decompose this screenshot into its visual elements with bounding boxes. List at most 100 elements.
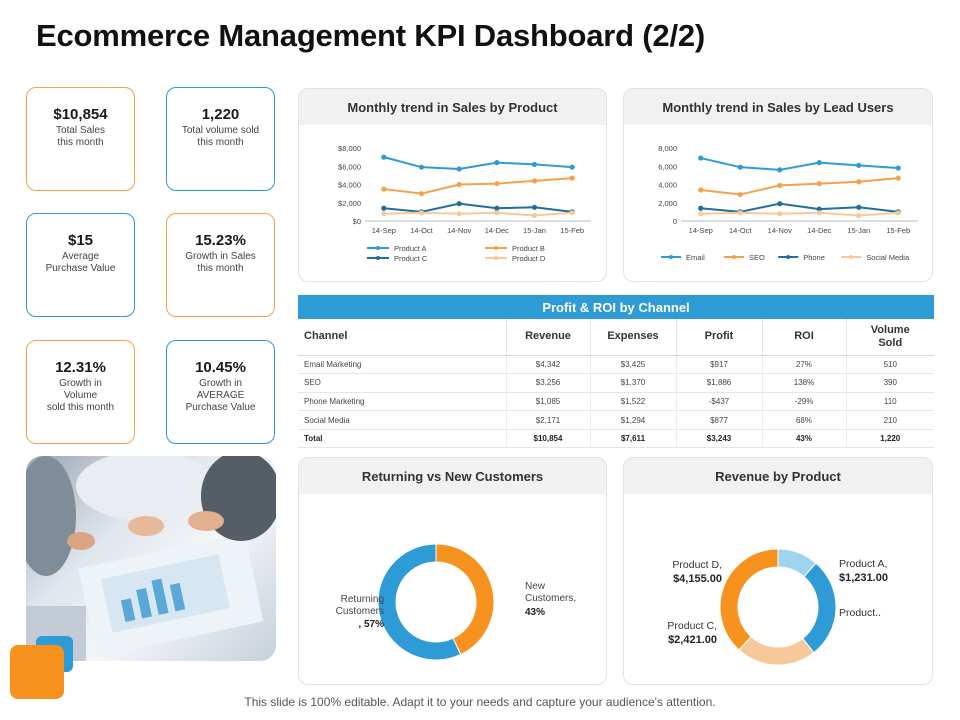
data-point	[569, 210, 575, 216]
table-cell: Email Marketing	[298, 355, 507, 375]
table-cell: $1,886	[676, 373, 763, 393]
table-cell: Phone Marketing	[298, 392, 507, 412]
column-header-text: Volume Sold	[870, 323, 910, 349]
kpi-value: 10.45%	[195, 359, 246, 376]
table-cell: $3,256	[506, 373, 591, 393]
x-tick-label: 14-Oct	[729, 226, 752, 235]
data-point	[494, 210, 500, 216]
x-tick-label: 15-Jan	[847, 226, 870, 235]
table-cell: 1,220	[846, 429, 934, 449]
data-point	[777, 211, 783, 217]
data-point	[698, 155, 704, 161]
legend-label: SEO	[749, 253, 765, 262]
chart-title: Returning vs New Customers	[299, 458, 606, 494]
table-cell: $1,522	[590, 392, 677, 412]
data-point	[381, 154, 387, 160]
y-tick-label: $6,000	[338, 162, 361, 171]
kpi-label: Total Sales this month	[56, 125, 105, 148]
legend-label: Phone	[803, 253, 825, 262]
series-line	[700, 211, 899, 217]
data-point	[456, 211, 462, 217]
page-title: Ecommerce Management KPI Dashboard (2/2)	[36, 18, 706, 53]
y-tick-label: $0	[353, 217, 361, 226]
kpi-average-purchase: $15 Average Purchase Value	[26, 213, 135, 317]
table-title: Profit & ROI by Channel	[298, 295, 934, 319]
data-point	[494, 205, 500, 211]
table-cell: 68%	[762, 410, 847, 430]
slice-label: Product D,	[672, 559, 722, 571]
legend-marker	[376, 256, 380, 260]
data-point	[569, 175, 575, 181]
data-point	[698, 187, 704, 193]
y-tick-label: 4,000	[658, 181, 677, 190]
slice-value: $2,421.00	[668, 634, 717, 646]
legend-marker	[732, 255, 736, 259]
data-point	[418, 210, 425, 216]
table-header-row: Channel Revenue Expenses Profit ROI Volu…	[298, 319, 934, 356]
table-cell: SEO	[298, 373, 507, 393]
data-point	[856, 162, 862, 168]
kpi-label: Average Purchase Value	[45, 251, 116, 274]
x-tick-label: 14-Oct	[410, 226, 433, 235]
data-point	[494, 180, 500, 187]
data-point	[456, 181, 462, 188]
slice-label: Product C,	[667, 620, 717, 632]
column-header: Volume Sold	[846, 319, 934, 356]
table-cell: 390	[846, 373, 934, 393]
table-cell: $3,243	[676, 429, 763, 449]
table-row: Total $10,854 $7,611 $3,243 43% 1,220	[298, 429, 934, 449]
donut-slice	[377, 543, 462, 661]
data-point	[531, 212, 538, 219]
donut-slice	[801, 562, 837, 654]
table-cell: $1,085	[506, 392, 591, 412]
donut-slice	[738, 635, 815, 666]
data-point	[816, 180, 822, 187]
legend-label: Product C	[394, 254, 428, 263]
revenue-by-product-panel: Revenue by Product Product A, $1,231.00 Pr…	[623, 457, 933, 685]
kpi-label: Growth in Volume sold this month	[46, 378, 115, 413]
slice-label: 43%	[525, 607, 545, 618]
series-line	[700, 157, 899, 171]
kpi-value: 12.31%	[55, 359, 106, 376]
kpi-total-sales: $10,854 Total Sales this month	[26, 87, 135, 191]
series-line	[383, 177, 573, 195]
kpi-growth-sales: 15.23% Growth in Sales this month	[166, 213, 275, 317]
decor-square-orange	[10, 645, 64, 699]
donut-slice	[435, 543, 495, 656]
chart-title: Monthly trend in Sales by Lead Users	[624, 89, 932, 125]
x-tick-label: 14-Dec	[485, 226, 509, 235]
series-line	[700, 177, 899, 196]
data-point	[456, 166, 462, 172]
chart-title: Monthly trend in Sales by Product	[299, 89, 606, 125]
legend-marker	[494, 246, 498, 250]
legend-label: Product A	[394, 244, 427, 253]
series-line	[383, 156, 573, 170]
slice-label: Returning	[341, 594, 384, 605]
data-point	[777, 167, 783, 173]
data-point	[737, 164, 743, 170]
kpi-label: Growth in AVERAGE Purchase Value	[185, 378, 256, 413]
column-header: Expenses	[590, 319, 677, 356]
data-point	[381, 211, 387, 217]
table-row: SEO $3,256 $1,370 $1,886 138% 390	[298, 373, 934, 393]
kpi-value: $10,854	[53, 106, 108, 123]
data-point	[816, 210, 822, 216]
data-point	[569, 164, 575, 170]
chart-title: Revenue by Product	[624, 458, 932, 494]
legend-marker	[376, 246, 380, 250]
kpi-label: Total volume sold this month	[181, 125, 260, 148]
sales-by-lead-users-panel: Monthly trend in Sales by Lead Users 0 2,…	[623, 88, 933, 282]
legend-marker	[849, 255, 854, 259]
x-tick-label: 15-Feb	[560, 226, 584, 235]
slice-label: Customers	[336, 606, 384, 617]
slice-label: New	[525, 581, 546, 592]
data-point	[381, 186, 387, 192]
legend-label: Social Media	[866, 253, 910, 262]
x-tick-label: 14-Sep	[372, 226, 396, 235]
y-tick-label: 0	[673, 217, 677, 226]
slice-label: Product A,	[839, 558, 887, 570]
slice-value: $1,231.00	[839, 572, 888, 584]
data-point	[531, 161, 538, 168]
series-line	[700, 202, 899, 213]
data-point	[737, 210, 743, 216]
